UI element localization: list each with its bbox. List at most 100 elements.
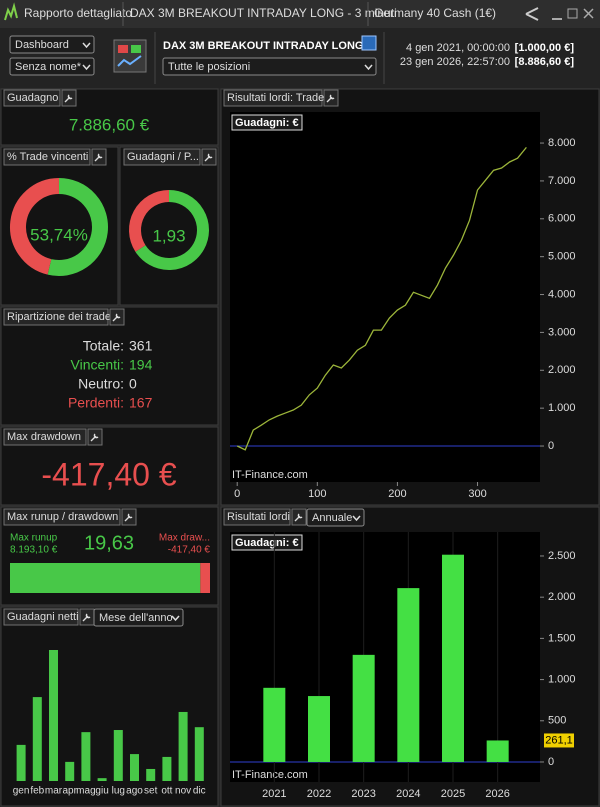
x-tick-label: dic — [193, 786, 206, 797]
share-button[interactable] — [525, 7, 539, 21]
panel-tab — [3, 428, 87, 446]
period-select[interactable] — [93, 608, 184, 627]
strategy-name: DAX 3M BREAKOUT INTRADAY LONG — [163, 40, 363, 52]
start-capital: [1.000,00 €] — [515, 42, 575, 54]
profit-ratio-value: 1,93 — [152, 226, 185, 245]
panel-tab — [223, 508, 291, 526]
bar — [352, 654, 375, 762]
panel-title: Guadagno — [7, 92, 58, 104]
win-rate-value: 53,74% — [30, 225, 88, 244]
panel-title: Guadagni / P... — [127, 151, 199, 163]
y-tick-label: 1.000 — [548, 402, 576, 414]
panel-tab — [3, 89, 61, 107]
start-date: 4 gen 2021, 00:00:00 — [406, 42, 510, 54]
panel-title: % Trade vincenti — [7, 151, 88, 163]
axis-title: Guadagni: € — [235, 117, 299, 129]
period-select-arrow — [352, 515, 361, 522]
strategy-icon-part — [118, 45, 128, 53]
window-instrument: Germany 40 Cash (1€) — [374, 6, 496, 20]
bar — [32, 697, 42, 781]
axis-title-box — [231, 114, 303, 131]
trade-row-value: 361 — [129, 338, 153, 354]
y-tick-label: 4.000 — [548, 288, 576, 300]
wrench-icon — [82, 613, 91, 622]
panel-title: Max runup / drawdown — [7, 511, 118, 523]
panel-tab — [3, 148, 91, 166]
x-tick-label: 2026 — [485, 788, 509, 800]
x-tick-label: 2021 — [262, 788, 286, 800]
panel-title: Risultati lordi — [227, 511, 290, 523]
runup-ratio: 19,63 — [84, 532, 134, 554]
x-tick-label: giu — [95, 786, 108, 797]
panel — [0, 306, 219, 426]
panel-tab — [123, 148, 201, 166]
panel-title: Ripartizione dei trade — [7, 311, 111, 323]
bar — [194, 727, 204, 781]
bar — [442, 554, 464, 762]
donut-segment — [10, 178, 60, 275]
value-label-box — [544, 733, 574, 748]
layout-select[interactable] — [9, 35, 95, 54]
y-tick-label: 6.000 — [548, 213, 576, 225]
trade-row-label: Perdenti: — [68, 395, 124, 411]
trade-row-value: 0 — [129, 376, 137, 392]
positions-select-text: Tutte le posizioni — [168, 61, 250, 73]
equity-line — [236, 146, 527, 451]
period-select-text: Mese dell'anno — [99, 612, 173, 624]
donut-segment — [135, 190, 209, 270]
strategy-icon — [113, 39, 147, 73]
panel-tab — [3, 608, 79, 626]
y-tick-label: 5.000 — [548, 251, 576, 263]
name-select-arrow — [82, 64, 91, 71]
y-tick-label: 8.000 — [548, 137, 576, 149]
trade-row-value: 167 — [129, 395, 153, 411]
bar — [308, 696, 330, 762]
period-select[interactable] — [306, 508, 365, 527]
close-button[interactable] — [583, 8, 594, 19]
window-title: Rapporto dettagliato — [24, 6, 132, 20]
name-select[interactable] — [9, 57, 95, 76]
layout-select-text: Dashboard — [15, 39, 69, 51]
x-tick-label: apr — [62, 786, 77, 797]
donut-segment — [47, 178, 108, 276]
max-drawdown-value: -417,40 € — [41, 456, 176, 492]
y-tick-label: 2.000 — [548, 591, 576, 603]
x-tick-label: 300 — [468, 488, 486, 500]
edit-button[interactable] — [361, 35, 377, 51]
runup-bar — [10, 563, 201, 593]
x-tick-label: 2024 — [396, 788, 420, 800]
panel-title: Guadagni netti — [7, 611, 79, 623]
panel-title: Max drawdown — [7, 431, 81, 443]
wrench-icon — [124, 513, 133, 522]
panel-title: Risultati lordi: Trade — [227, 92, 324, 104]
strategy-icon-part — [117, 55, 142, 67]
axis-title: Guadagni: € — [235, 537, 299, 549]
x-tick-label: 2023 — [351, 788, 375, 800]
x-tick-label: lug — [112, 786, 125, 797]
bar — [81, 732, 91, 781]
name-select-text: Senza nome* — [15, 61, 82, 73]
bar — [65, 761, 75, 781]
bar — [162, 756, 172, 781]
wrench-icon — [112, 313, 121, 322]
trade-row-label: Neutro: — [78, 376, 124, 392]
app-icon — [4, 2, 18, 21]
y-tick-label: 0 — [548, 756, 554, 768]
positions-select[interactable] — [162, 57, 377, 76]
x-tick-label: 0 — [234, 488, 240, 500]
panel-tab — [3, 508, 121, 526]
bar — [397, 588, 420, 762]
bar — [263, 687, 286, 762]
bar — [16, 744, 26, 781]
layout-select-arrow — [82, 42, 91, 49]
y-tick-label: 0 — [548, 440, 554, 452]
y-tick-label: 1.000 — [548, 673, 576, 685]
maximize-button[interactable] — [567, 8, 578, 19]
period-select-text: Annuale — [312, 512, 352, 524]
wrench-icon — [94, 153, 103, 162]
y-tick-label: 500 — [548, 715, 566, 727]
period-select-arrow — [171, 615, 180, 622]
wrench-icon — [204, 153, 213, 162]
x-tick-label: mag — [76, 786, 95, 797]
